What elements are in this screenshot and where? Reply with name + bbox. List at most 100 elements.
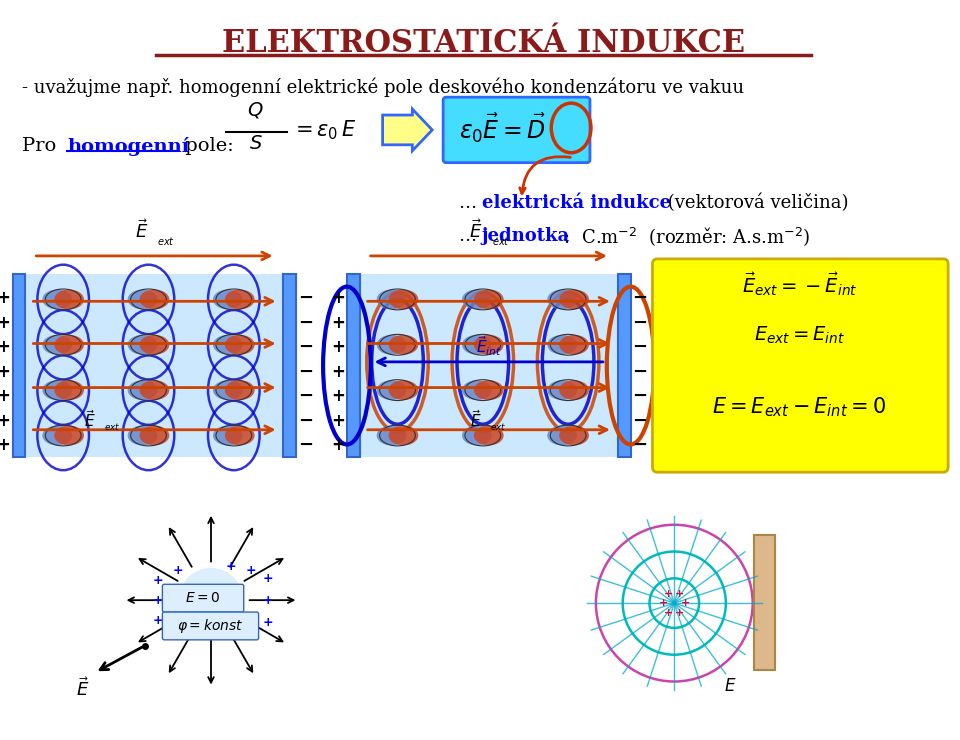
Text: $\vec{E}$: $\vec{E}$ (470, 408, 482, 429)
Text: +: + (0, 363, 11, 381)
Ellipse shape (474, 425, 504, 445)
Bar (283, 274, 297, 457)
Text: $\varphi = konst$: $\varphi = konst$ (177, 617, 243, 635)
Ellipse shape (225, 289, 254, 309)
Ellipse shape (139, 380, 169, 400)
Text: $E = 0$: $E = 0$ (185, 591, 221, 605)
Text: $E$: $E$ (724, 678, 736, 695)
Ellipse shape (560, 289, 589, 309)
Text: $_{ext}$: $_{ext}$ (157, 234, 176, 248)
Text: −: − (632, 387, 647, 406)
Ellipse shape (474, 335, 504, 354)
Text: −: − (298, 387, 313, 406)
Text: homogenní: homogenní (67, 137, 189, 156)
Ellipse shape (42, 335, 72, 354)
Text: +: + (0, 387, 11, 406)
Text: −: − (632, 314, 647, 332)
Ellipse shape (225, 380, 254, 400)
Ellipse shape (547, 425, 577, 445)
Text: $E = E_{ext} - E_{int} = 0$: $E = E_{ext} - E_{int} = 0$ (712, 396, 886, 420)
Ellipse shape (42, 380, 72, 400)
Text: $\vec{E}_{ext} = -\vec{E}_{int}$: $\vec{E}_{ext} = -\vec{E}_{int}$ (741, 271, 857, 298)
Ellipse shape (213, 380, 243, 400)
Text: $\vec{E}$: $\vec{E}$ (84, 408, 96, 429)
Text: −: − (632, 363, 647, 381)
Text: −: − (298, 289, 313, 307)
Ellipse shape (560, 335, 589, 354)
Ellipse shape (42, 289, 72, 309)
Ellipse shape (179, 568, 243, 633)
Ellipse shape (55, 335, 84, 354)
Text: +: + (262, 572, 273, 585)
Text: +: + (173, 626, 183, 639)
Text: +: + (675, 608, 684, 618)
Ellipse shape (55, 380, 84, 400)
Ellipse shape (55, 289, 84, 309)
Text: …: … (459, 227, 483, 245)
Text: +: + (0, 289, 11, 307)
Text: +: + (0, 314, 11, 332)
Text: +: + (226, 626, 236, 639)
Text: +: + (153, 574, 164, 587)
Ellipse shape (225, 425, 254, 445)
Ellipse shape (462, 335, 492, 354)
Text: +: + (153, 613, 164, 627)
Text: +: + (0, 412, 11, 430)
Bar (754, 535, 776, 670)
Text: +: + (331, 412, 345, 430)
Text: +: + (262, 593, 273, 607)
Text: +: + (659, 598, 668, 608)
Text: −: − (632, 437, 647, 454)
Text: +: + (675, 589, 684, 599)
Ellipse shape (389, 425, 419, 445)
Text: $Q$: $Q$ (248, 100, 264, 120)
Text: +: + (173, 564, 183, 577)
Text: +: + (331, 437, 345, 454)
Ellipse shape (547, 380, 577, 400)
Text: −: − (632, 338, 647, 357)
Text: $\vec{E}$: $\vec{E}$ (469, 219, 483, 242)
Text: +: + (331, 363, 345, 381)
Text: $_{ext}$: $_{ext}$ (104, 420, 120, 434)
Text: $\vec{E}$: $\vec{E}$ (77, 678, 89, 700)
Text: $E_{ext} = E_{int}$: $E_{ext} = E_{int}$ (754, 325, 845, 346)
Text: +: + (331, 289, 345, 307)
Ellipse shape (42, 425, 72, 445)
Ellipse shape (474, 289, 504, 309)
Text: +: + (226, 560, 236, 573)
Text: −: − (298, 437, 313, 454)
Ellipse shape (128, 335, 157, 354)
Text: −: − (298, 363, 313, 381)
FancyBboxPatch shape (162, 612, 258, 640)
Ellipse shape (128, 380, 157, 400)
Ellipse shape (376, 425, 406, 445)
Ellipse shape (389, 289, 419, 309)
Ellipse shape (128, 289, 157, 309)
Ellipse shape (547, 289, 577, 309)
Ellipse shape (139, 425, 169, 445)
FancyBboxPatch shape (444, 97, 590, 163)
Text: +: + (664, 589, 674, 599)
Text: - uvažujme např. homogenní elektrické pole deskového kondenzátoru ve vakuu: - uvažujme např. homogenní elektrické po… (22, 78, 745, 97)
Ellipse shape (560, 425, 589, 445)
Ellipse shape (139, 335, 169, 354)
Text: ELEKTROSTATICKÁ INDUKCE: ELEKTROSTATICKÁ INDUKCE (223, 27, 745, 58)
Text: +: + (0, 437, 11, 454)
Ellipse shape (139, 289, 169, 309)
Ellipse shape (389, 380, 419, 400)
Ellipse shape (376, 289, 406, 309)
Text: $= \varepsilon_0 \, E$: $= \varepsilon_0 \, E$ (291, 118, 357, 142)
Text: (vektorová veličina): (vektorová veličina) (662, 194, 849, 212)
Bar (12, 274, 26, 457)
Ellipse shape (213, 289, 243, 309)
Text: $_{ext}$: $_{ext}$ (492, 234, 510, 248)
Text: elektrická indukce: elektrická indukce (482, 195, 671, 212)
Ellipse shape (560, 380, 589, 400)
Bar (617, 274, 631, 457)
Text: +: + (246, 623, 256, 636)
Ellipse shape (213, 335, 243, 354)
FancyBboxPatch shape (162, 585, 244, 612)
Ellipse shape (462, 380, 492, 400)
Text: +: + (681, 598, 690, 608)
Text: −: − (298, 314, 313, 332)
